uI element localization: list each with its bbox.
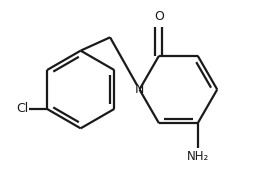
Text: Cl: Cl bbox=[16, 102, 28, 115]
Text: O: O bbox=[154, 10, 164, 23]
Text: N: N bbox=[135, 83, 144, 96]
Text: NH₂: NH₂ bbox=[187, 150, 209, 163]
